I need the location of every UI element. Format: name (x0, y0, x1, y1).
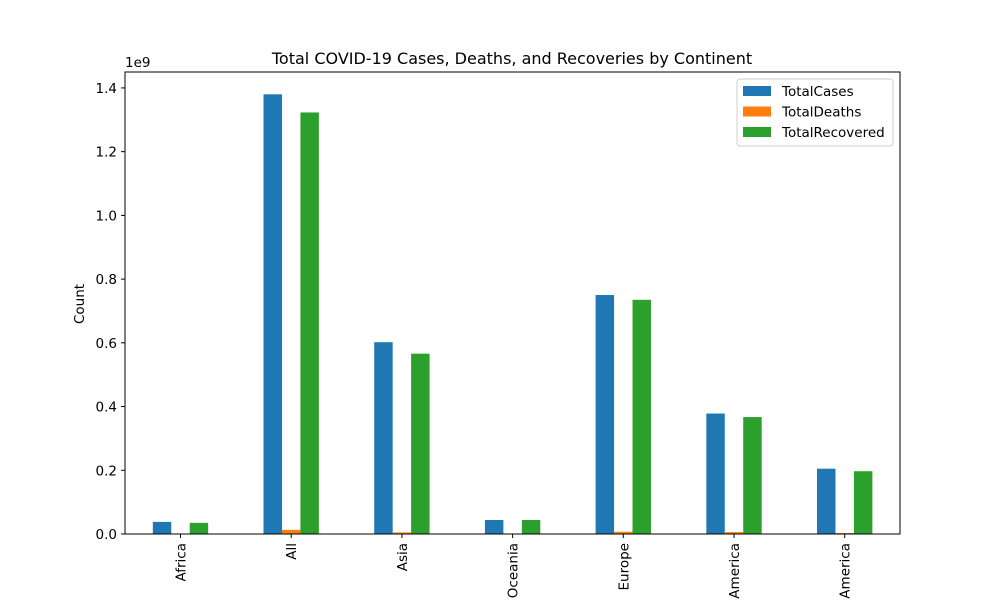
x-tick-label: Oceania (506, 543, 522, 598)
y-tick-label: 1.2 (96, 145, 117, 161)
legend-swatch (743, 106, 771, 117)
bar-totalrecovered-1 (300, 112, 319, 535)
y-tick-label: 0.4 (96, 400, 117, 416)
y-tick-label: 0.8 (96, 272, 117, 288)
y-tick-label: 1.4 (96, 81, 117, 97)
legend: TotalCases TotalDeaths TotalRecovered (736, 78, 894, 147)
bar-totaldeaths-1 (281, 529, 301, 534)
legend-swatch (743, 127, 771, 137)
bar-totalcases-2 (374, 342, 393, 534)
y-tick-label: 0.6 (96, 336, 117, 352)
y-tick-label: 0.2 (96, 463, 117, 479)
bar-totalrecovered-2 (411, 353, 430, 534)
x-tick-label: Asia (395, 543, 411, 571)
bar-totaldeaths-2 (392, 532, 412, 534)
y-ticks: 0.0 0.2 0.4 0.6 0.8 1.0 1.2 1.4 (96, 81, 125, 543)
y-axis-label: Count (72, 284, 88, 324)
bar-totalrecovered-4 (632, 299, 651, 534)
bar-totaldeaths-5 (724, 532, 744, 534)
bar-totalcases-0 (152, 521, 172, 534)
y-multiplier-label: 1e9 (125, 55, 150, 71)
x-tick-label: America (727, 543, 743, 599)
legend-swatch (743, 86, 771, 96)
x-tick-label: America (838, 543, 854, 599)
bar-totalrecovered-5 (743, 417, 762, 534)
x-ticks: Africa All Asia Oceania Europe America America (174, 534, 854, 599)
bar-totalcases-4 (595, 295, 615, 534)
x-tick-label: All (284, 543, 300, 560)
bar-totalcases-5 (706, 413, 725, 534)
legend-label: TotalDeaths (781, 105, 861, 121)
y-tick-label: 0.0 (96, 527, 117, 543)
bar-totaldeaths-4 (614, 531, 633, 534)
x-tick-label: Europe (616, 543, 632, 590)
chart-title: Total COVID-19 Cases, Deaths, and Recove… (271, 49, 752, 68)
bar-totalcases-6 (817, 468, 836, 534)
bar-totalcases-1 (263, 94, 282, 535)
bar-totalrecovered-3 (521, 519, 541, 534)
y-tick-label: 1.0 (96, 208, 117, 224)
bar-totalrecovered-0 (189, 522, 209, 534)
bar-totalrecovered-6 (853, 471, 873, 534)
legend-label: TotalCases (781, 84, 854, 100)
plot-frame (124, 71, 901, 535)
bars-layer (152, 94, 873, 535)
legend-label: TotalRecovered (781, 125, 885, 141)
legend-box (736, 78, 894, 147)
bar-totalcases-3 (484, 519, 504, 534)
x-tick-label: Africa (174, 543, 190, 582)
